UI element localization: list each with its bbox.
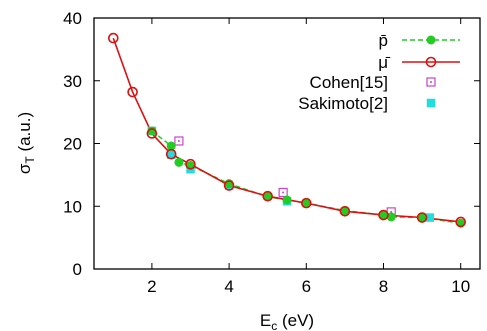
point-mubar [339,205,351,217]
x-tick-label: 2 [147,277,156,296]
y-axis-label-main: σ [15,163,34,174]
point-mubar [416,212,428,223]
legend-marker-sakimoto [426,98,436,108]
point-mubar [108,32,119,44]
point-pbar [174,157,184,167]
marker-square [278,187,288,198]
legend: p̄ μ̄ Cohen[15] Sakimoto[2] [298,31,460,113]
marker-square [174,136,184,146]
x-axis-label-main: E [260,311,271,330]
legend-marker-cohen [426,77,436,87]
point-cohen [278,187,288,198]
point-mubar [146,128,158,139]
marker-dot [430,81,432,83]
marker-square [426,77,436,87]
marker-dot [390,210,393,213]
legend-sample-cohen [426,77,436,87]
x-tick-label: 4 [224,277,233,296]
marker-dot [177,139,180,142]
y-axis-label-units: (a.u.) [15,112,34,156]
y-axis-label-sub: T [23,156,37,164]
point-mubar [127,86,138,98]
series-layer [108,32,467,228]
marker-dot [282,191,285,194]
point-pbar [166,141,176,151]
plot-frame [93,17,481,270]
point-cohen [174,136,184,146]
point-mubar [455,216,467,228]
point-mubar [378,209,389,221]
y-tick-label: 40 [63,9,82,28]
x-tick-label: 8 [379,277,388,296]
x-tick-labels: 2 4 6 8 10 [147,277,470,296]
legend-marker-mubar [425,56,437,68]
y-tick-label: 20 [63,135,82,154]
x-axis-label-units: (eV) [277,311,314,330]
x-axis-label-sub: c [271,319,277,331]
legend-sample-pbar [402,35,460,45]
x-axis-label: Ec (eV) [260,311,314,331]
point-mubar [262,190,274,202]
point-mubar [165,148,177,160]
legend-label-mubar: μ̄ [378,53,391,72]
y-tick-label: 30 [63,72,82,91]
legend-label-cohen: Cohen[15] [310,73,388,92]
point-mubar [185,158,196,170]
legend-sample-sakimoto [426,98,436,108]
legend-label-sakimoto: Sakimoto[2] [298,94,388,113]
y-tick-labels: 0 10 20 30 40 [63,9,82,279]
point-mubar [223,180,235,191]
point-pbar [282,195,292,205]
legend-label-pbar: p̄ [379,31,388,50]
y-tick-label: 10 [63,197,82,216]
legend-marker-pbar [426,35,436,45]
series-pbar-line [151,130,461,224]
point-mubar [300,197,312,209]
axis-ticks [94,17,480,270]
y-tick-label: 0 [73,260,82,279]
legend-sample-mubar [402,56,460,68]
x-tick-label: 6 [302,277,311,296]
x-tick-label: 10 [451,277,470,296]
y-axis-label: σT (a.u.) [15,112,37,174]
